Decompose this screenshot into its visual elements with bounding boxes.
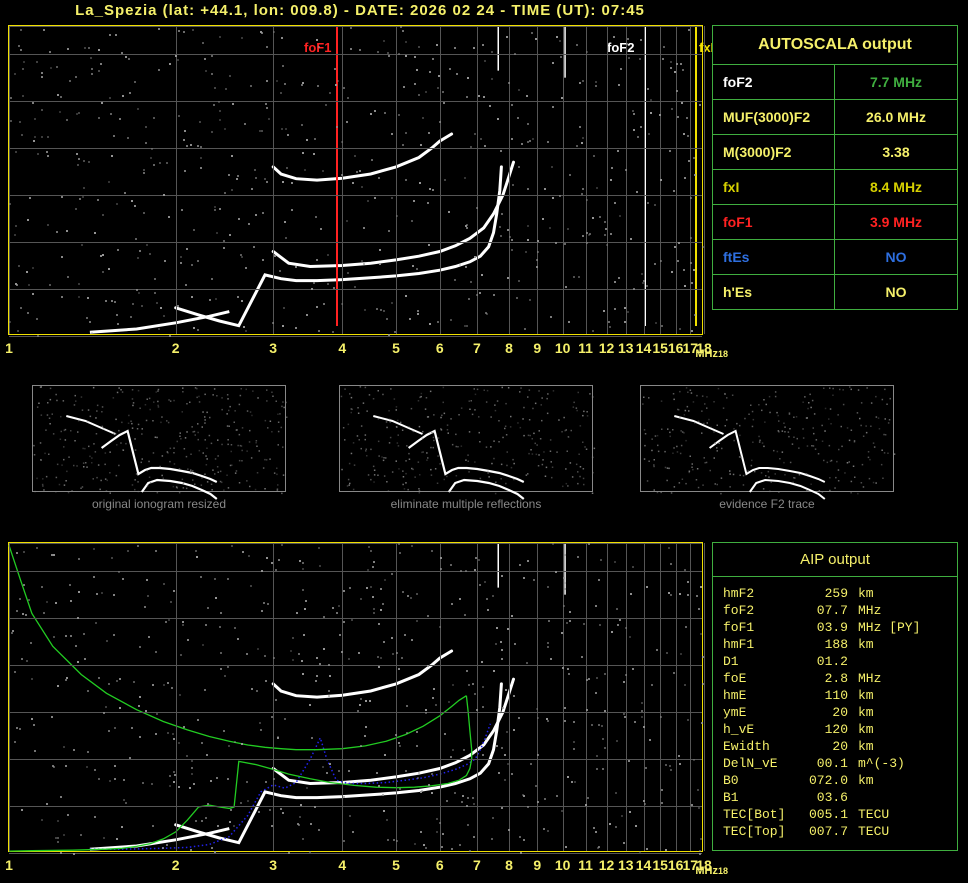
- bottom-ionogram-panel[interactable]: 100200300400500600700760 123456789101112…: [8, 542, 703, 852]
- autoscala-value-h'Es: NO: [835, 275, 957, 309]
- x-tick-6: 6: [436, 340, 444, 356]
- autoscala-label-foF2: foF2: [713, 65, 835, 99]
- autoscala-value-foF1: 3.9 MHz: [835, 205, 957, 239]
- thumbnail-eliminate-reflections[interactable]: [339, 385, 593, 492]
- x-tick-16: 16: [668, 340, 684, 356]
- x-tick-13: 13: [618, 857, 634, 873]
- autoscala-label-h'Es: h'Es: [713, 275, 835, 309]
- autoscala-row-MUF(3000)F2: MUF(3000)F2 26.0 MHz: [713, 100, 957, 135]
- autoscala-label-fxI: fxI: [713, 170, 835, 204]
- x-tick-7: 7: [473, 340, 481, 356]
- autoscala-title: AUTOSCALA output: [713, 26, 957, 65]
- fof2-label: foF2: [607, 40, 634, 55]
- autoscala-value-fxI: 8.4 MHz: [835, 170, 957, 204]
- aip-row-TEC[Top]: TEC[Top] 007.7 TECU: [713, 823, 957, 840]
- aip-row-Ewidth: Ewidth 20 km: [713, 738, 957, 755]
- x-tick-11: 11: [578, 857, 593, 873]
- x-tick-1: 1: [5, 857, 13, 873]
- thumbnail-row: original ionogram resized eliminate mult…: [0, 385, 968, 520]
- aip-row-foF1: foF1 03.9 MHz [PY]: [713, 619, 957, 636]
- x-tick-16: 16: [668, 857, 684, 873]
- autoscala-label-M(3000)F2: M(3000)F2: [713, 135, 835, 169]
- aip-row-hmF2: hmF2 259 km: [713, 585, 957, 602]
- autoscala-row-foF1: foF1 3.9 MHz: [713, 205, 957, 240]
- x-tick-10: 10: [555, 857, 571, 873]
- aip-row-ymE: ymE 20 km: [713, 704, 957, 721]
- aip-row-h_vE: h_vE 120 km: [713, 721, 957, 738]
- fof1-marker-line[interactable]: [336, 26, 338, 326]
- aip-row-B1: B1 03.6: [713, 789, 957, 806]
- thumbnail-evidence-f2[interactable]: [640, 385, 894, 492]
- x-tick-11: 11: [578, 340, 593, 356]
- aip-row-B0: B0 072.0 km: [713, 772, 957, 789]
- x-tick-14: 14: [636, 857, 652, 873]
- x-tick-9: 9: [533, 340, 541, 356]
- page-title: La_Spezia (lat: +44.1, lon: 009.8) - DAT…: [0, 2, 720, 19]
- autoscala-row-ftEs: ftEs NO: [713, 240, 957, 275]
- x-tick-2: 2: [172, 340, 180, 356]
- thumbnail-eliminate-reflections-caption: eliminate multiple reflections: [339, 497, 593, 511]
- autoscala-row-M(3000)F2: M(3000)F2 3.38: [713, 135, 957, 170]
- x-tick-9: 9: [533, 857, 541, 873]
- x-tick-14: 14: [636, 340, 652, 356]
- aip-row-D1: D1 01.2: [713, 653, 957, 670]
- autoscala-row-foF2: foF2 7.7 MHz: [713, 65, 957, 100]
- x-tick-2: 2: [172, 857, 180, 873]
- fxi-marker-line[interactable]: [695, 26, 697, 326]
- autoscala-output-table: AUTOSCALA output foF2 7.7 MHz MUF(3000)F2 2…: [712, 25, 958, 310]
- thumbnail-original[interactable]: [32, 385, 286, 492]
- x-tick-8: 8: [505, 340, 513, 356]
- autoscala-row-fxI: fxI 8.4 MHz: [713, 170, 957, 205]
- top-ionogram-panel[interactable]: foF1 foF2 fxI 100200300400500600700760 1…: [8, 25, 703, 335]
- x-tick-12: 12: [599, 340, 615, 356]
- autoscala-value-MUF(3000)F2: 26.0 MHz: [835, 100, 957, 134]
- x-tick-12: 12: [599, 857, 615, 873]
- aip-row-DelN_vE: DelN_vE 00.1 m^(-3): [713, 755, 957, 772]
- x-tick-5: 5: [392, 340, 400, 356]
- aip-row-hmF1: hmF1 188 km: [713, 636, 957, 653]
- x-tick-4: 4: [338, 340, 346, 356]
- aip-row-foE: foE 2.8 MHz: [713, 670, 957, 687]
- aip-row-foF2: foF2 07.7 MHz: [713, 602, 957, 619]
- x-tick-1: 1: [5, 340, 13, 356]
- aip-title: AIP output: [713, 543, 957, 577]
- x-tick-8: 8: [505, 857, 513, 873]
- thumbnail-original-caption: original ionogram resized: [32, 497, 286, 511]
- autoscala-label-foF1: foF1: [713, 205, 835, 239]
- autoscala-label-ftEs: ftEs: [713, 240, 835, 274]
- x-tick-7: 7: [473, 857, 481, 873]
- aip-row-hmE: hmE 110 km: [713, 687, 957, 704]
- autoscala-row-h'Es: h'Es NO: [713, 275, 957, 309]
- x-tick-15: 15: [652, 857, 668, 873]
- x-tick-3: 3: [269, 857, 277, 873]
- x-tick-5: 5: [392, 857, 400, 873]
- autoscala-value-M(3000)F2: 3.38: [835, 135, 957, 169]
- aip-row-TEC[Bot]: TEC[Bot] 005.1 TECU: [713, 806, 957, 823]
- aip-output-table: AIP output hmF2 259 km foF2 07.7 MHz foF1 03.9 M…: [712, 542, 958, 851]
- x-tick-4: 4: [338, 857, 346, 873]
- x-tick-6: 6: [436, 857, 444, 873]
- x-axis-unit-bottom: MHz18: [695, 865, 728, 877]
- autoscala-value-foF2: 7.7 MHz: [835, 65, 957, 99]
- x-tick-10: 10: [555, 340, 571, 356]
- x-tick-3: 3: [269, 340, 277, 356]
- x-tick-13: 13: [618, 340, 634, 356]
- x-axis-unit-top: MHz18: [695, 348, 728, 360]
- autoscala-label-MUF(3000)F2: MUF(3000)F2: [713, 100, 835, 134]
- x-tick-15: 15: [652, 340, 668, 356]
- autoscala-value-ftEs: NO: [835, 240, 957, 274]
- thumbnail-evidence-f2-caption: evidence F2 trace: [640, 497, 894, 511]
